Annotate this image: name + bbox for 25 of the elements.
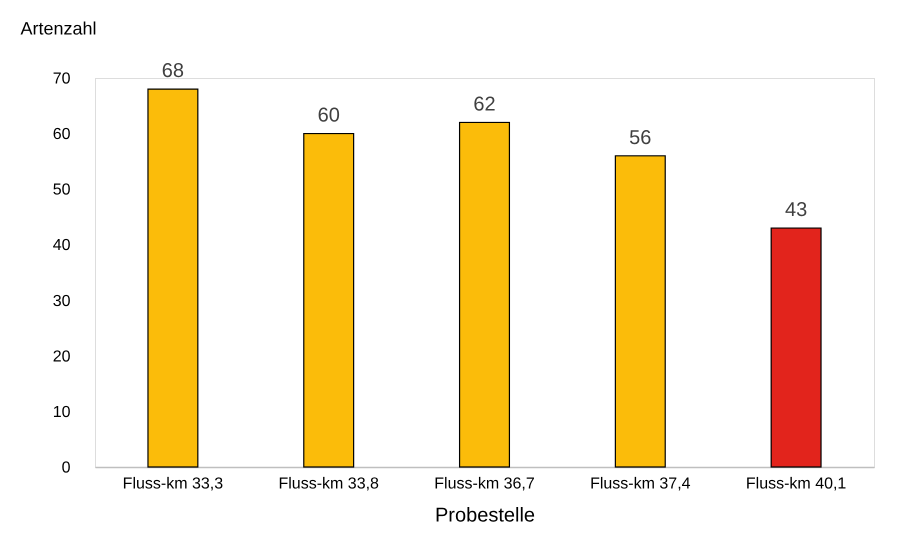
y-tick-label: 40 <box>52 237 71 254</box>
y-axis-title: Artenzahl <box>20 18 97 38</box>
bar <box>303 132 354 468</box>
y-tick-label: 50 <box>52 182 71 199</box>
data-label: 56 <box>629 126 652 149</box>
x-tick-label: Fluss-km 36,7 <box>434 476 535 492</box>
x-tick-label: Fluss-km 37,4 <box>590 476 691 492</box>
y-tick-label: 30 <box>52 292 71 310</box>
data-label: 60 <box>318 104 340 127</box>
x-axis-title: Probestelle <box>434 504 536 526</box>
y-tick-label: 70 <box>52 70 71 88</box>
data-label: 62 <box>473 93 496 116</box>
bar <box>458 122 510 468</box>
bar <box>770 227 822 468</box>
x-tick-label: Fluss-km 40,1 <box>746 476 846 492</box>
y-tick-label: 20 <box>52 348 71 366</box>
bar <box>147 88 198 468</box>
y-tick-label: 0 <box>62 460 71 476</box>
data-label: 43 <box>784 199 808 222</box>
y-tick-label: 60 <box>52 126 71 144</box>
bar <box>614 155 666 468</box>
y-tick-label: 10 <box>52 404 71 421</box>
x-tick-label: Fluss-km 33,8 <box>278 476 380 492</box>
x-tick-label: Fluss-km 33,3 <box>122 476 224 492</box>
data-label: 68 <box>162 60 184 82</box>
